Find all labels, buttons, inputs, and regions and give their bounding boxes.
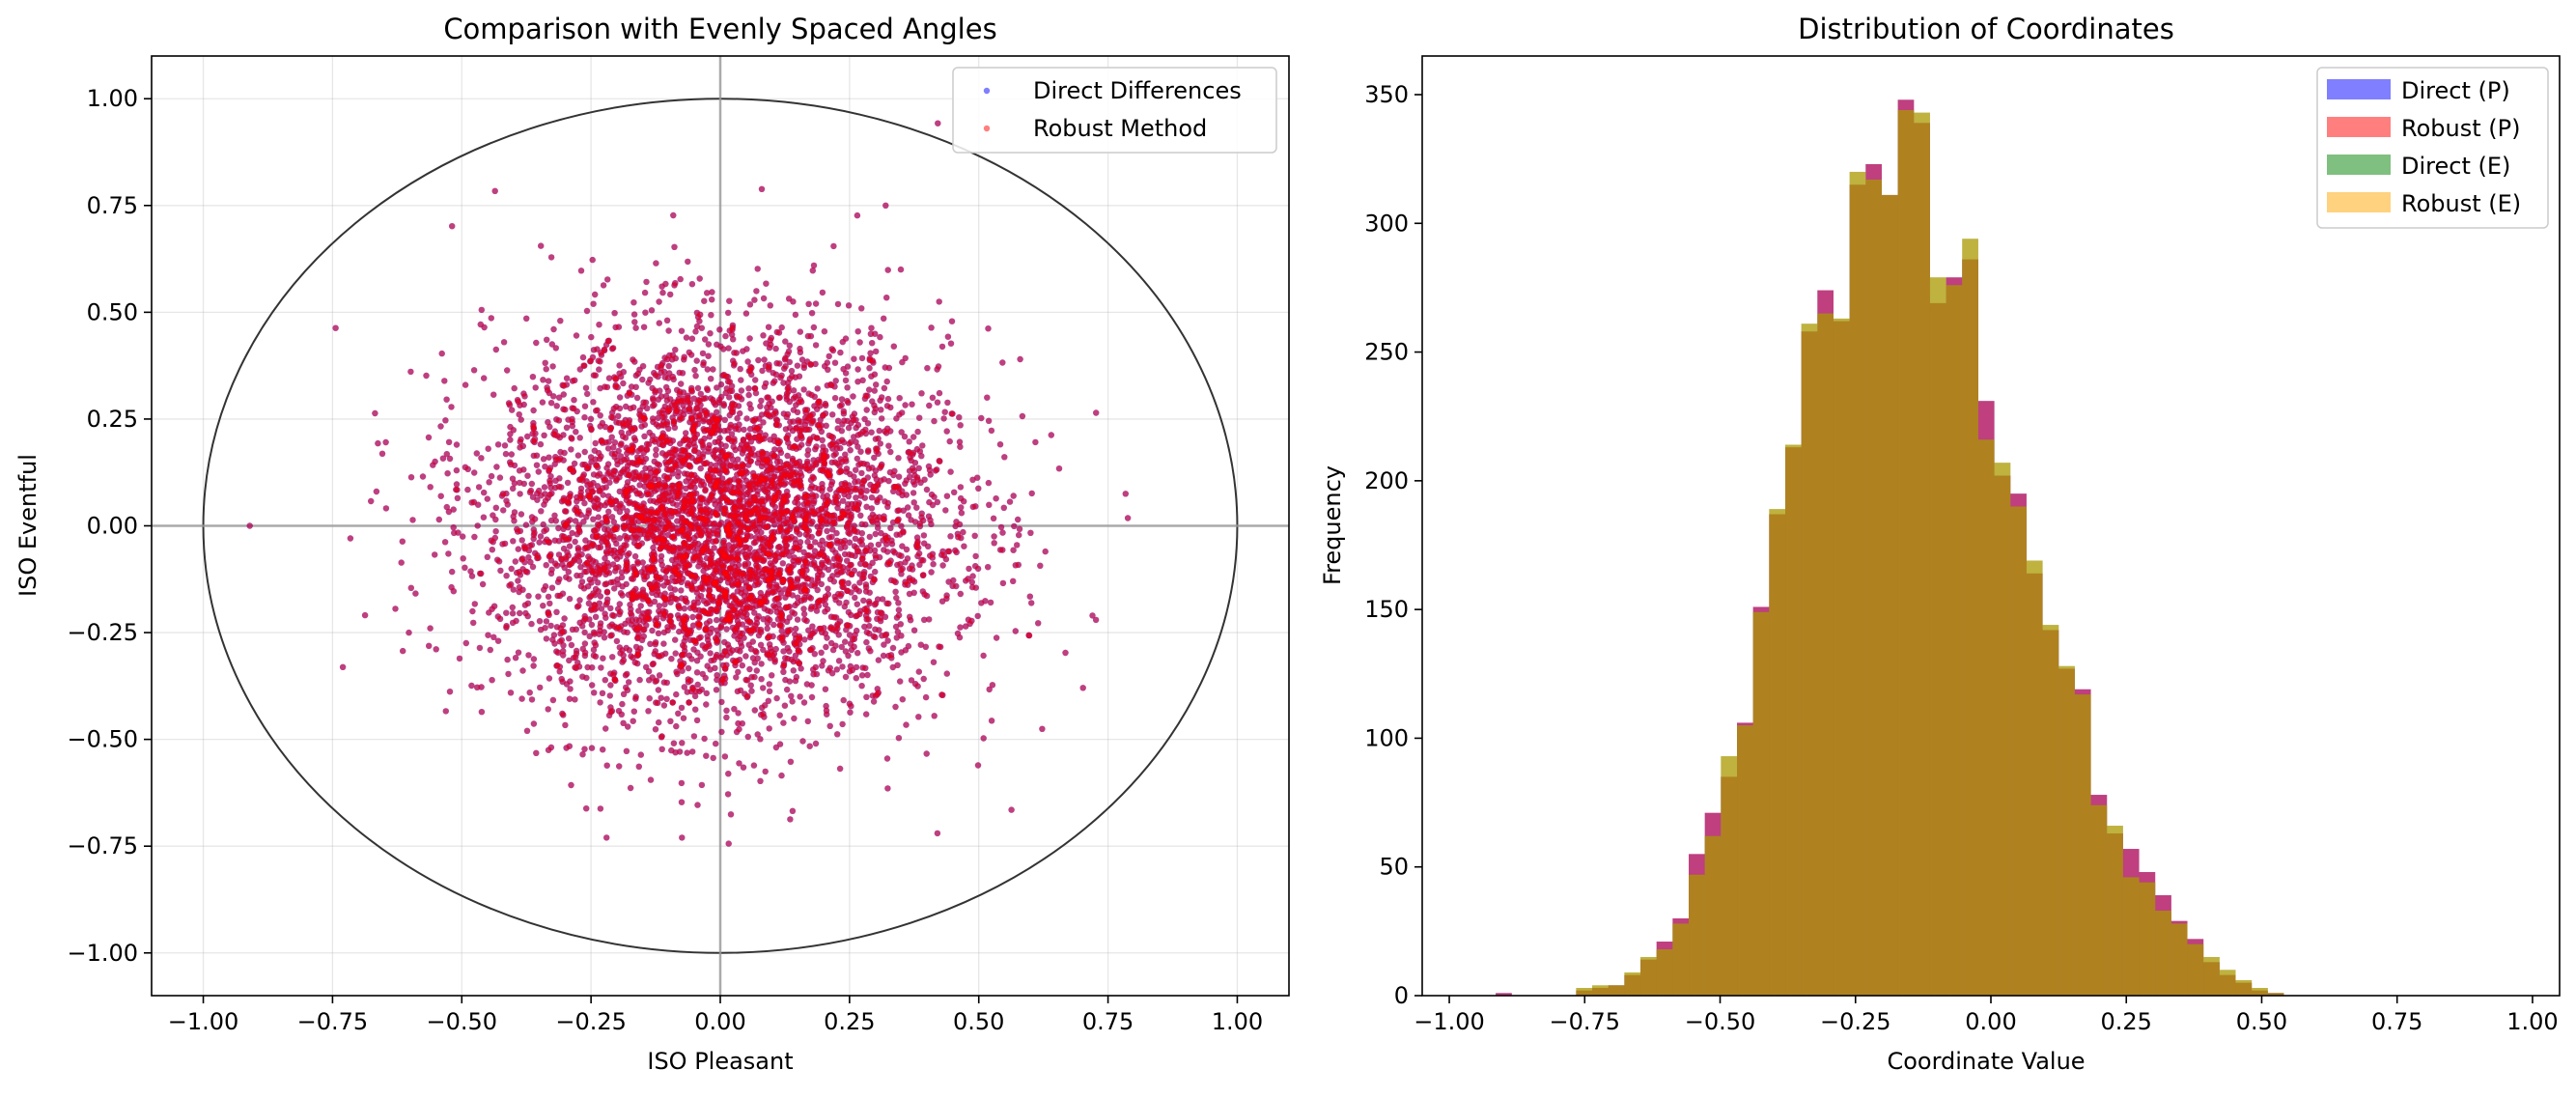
scatter-title: Comparison with Evenly Spaced Angles [443,13,996,45]
